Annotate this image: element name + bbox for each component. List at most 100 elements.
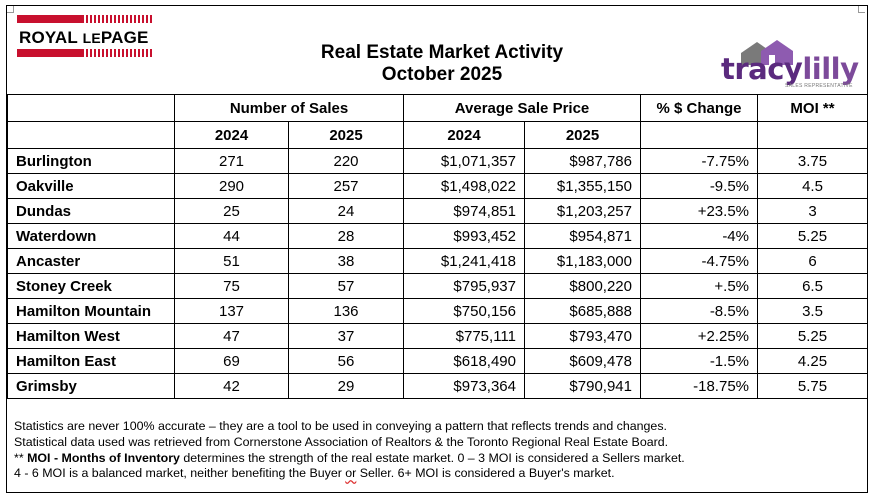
house-icon <box>741 40 793 65</box>
table-row: Grimsby 42 29 $973,364 $790,941 -18.75% 5.75 <box>7 373 868 399</box>
city-cell: Hamilton Mountain <box>7 298 175 324</box>
report-header: ROYAL LEPAGE Real Estate Market Activity… <box>7 6 867 95</box>
table-row: Hamilton Mountain 137 136 $750,156 $685,888-… <box>7 298 868 324</box>
sales-2025-cell: 136 <box>288 298 404 324</box>
note-line: Statistics are never 100% accurate – the… <box>14 419 667 433</box>
table-row: Hamilton West 47 37 $775,111 $793,470 +2.25% 5… <box>7 323 868 349</box>
blank-header <box>7 94 175 122</box>
moi-cell: 3 <box>757 198 868 224</box>
tracy-lilly-logo: tracylilly SALES REPRESENTATIVE <box>721 39 859 91</box>
table-row: Burlington 271 220 $1,071,357 $987,786 -7.75%… <box>7 148 868 174</box>
change-header: % $ Change <box>640 94 758 122</box>
sales-2025-cell: 38 <box>288 248 404 274</box>
sales-2025-cell: 220 <box>288 148 404 174</box>
sales-2025-cell: 257 <box>288 173 404 199</box>
sales-2024-cell: 51 <box>174 248 289 274</box>
change-cell: -9.5% <box>640 173 758 199</box>
change-cell: +2.25% <box>640 323 758 349</box>
blank-header <box>640 121 758 149</box>
price-2024-cell: $974,851 <box>403 198 525 224</box>
sales-2024-cell: 290 <box>174 173 289 199</box>
sales-2024-cell: 271 <box>174 148 289 174</box>
price-2024-cell: $1,498,022 <box>403 173 525 199</box>
table-row: Dundas 25 24 $974,851 $1,203,257 +23.5% 3 <box>7 198 868 224</box>
change-cell: -4% <box>640 223 758 249</box>
price-2025-cell: $790,941 <box>524 373 641 399</box>
price-2025-cell: $793,470 <box>524 323 641 349</box>
sales-2025-cell: 29 <box>288 373 404 399</box>
year-header: 2025 <box>524 121 641 149</box>
price-2025-cell: $1,355,150 <box>524 173 641 199</box>
price-2025-cell: $987,786 <box>524 148 641 174</box>
sales-2024-cell: 42 <box>174 373 289 399</box>
moi-cell: 3.5 <box>757 298 868 324</box>
price-2024-cell: $775,111 <box>403 323 525 349</box>
price-2025-cell: $685,888 <box>524 298 641 324</box>
sales-2025-cell: 56 <box>288 348 404 374</box>
moi-cell: 6.5 <box>757 273 868 299</box>
title-line-2: October 2025 <box>381 64 503 85</box>
city-cell: Oakville <box>7 173 175 199</box>
sales-2024-cell: 25 <box>174 198 289 224</box>
city-cell: Burlington <box>7 148 175 174</box>
moi-cell: 5.25 <box>757 223 868 249</box>
year-header-row: 2024 2025 2024 2025 <box>7 121 868 149</box>
year-header: 2024 <box>403 121 525 149</box>
change-cell: +.5% <box>640 273 758 299</box>
price-2024-cell: $795,937 <box>403 273 525 299</box>
price-2024-cell: $973,364 <box>403 373 525 399</box>
city-cell: Ancaster <box>7 248 175 274</box>
city-cell: Grimsby <box>7 373 175 399</box>
city-cell: Waterdown <box>7 223 175 249</box>
document-frame <box>6 5 868 493</box>
year-header: 2025 <box>288 121 404 149</box>
moi-cell: 4.25 <box>757 348 868 374</box>
price-2024-cell: $1,071,357 <box>403 148 525 174</box>
price-2025-cell: $1,183,000 <box>524 248 641 274</box>
sales-2024-cell: 47 <box>174 323 289 349</box>
note-line: Statistical data used was retrieved from… <box>14 434 669 449</box>
price-2024-cell: $750,156 <box>403 298 525 324</box>
market-activity-table: Number of Sales Average Sale Price % $ C… <box>7 94 868 399</box>
moi-cell: 5.75 <box>757 373 868 399</box>
moi-cell: 5.25 <box>757 323 868 349</box>
sales-2025-cell: 24 <box>288 198 404 224</box>
group-header-row: Number of Sales Average Sale Price % $ C… <box>7 94 868 122</box>
title-line-1: Real Estate Market Activity <box>320 42 564 63</box>
corner-mark <box>858 6 865 13</box>
price-2025-cell: $609,478 <box>524 348 641 374</box>
sales-2024-cell: 69 <box>174 348 289 374</box>
sales-2024-cell: 44 <box>174 223 289 249</box>
year-header: 2024 <box>174 121 289 149</box>
city-cell: Dundas <box>7 198 175 224</box>
note-line: 4 - 6 MOI is a balanced market, neither … <box>14 466 615 481</box>
change-cell: -7.75% <box>640 148 758 174</box>
moi-header: MOI ** <box>757 94 868 122</box>
sales-2025-cell: 37 <box>288 323 404 349</box>
price-2024-cell: $618,490 <box>403 348 525 374</box>
price-2024-cell: $993,452 <box>403 223 525 249</box>
sales-2024-cell: 75 <box>174 273 289 299</box>
note-line: ** MOI - Months of Inventory determines … <box>14 450 685 465</box>
change-cell: -8.5% <box>640 298 758 324</box>
sales-header: Number of Sales <box>174 94 404 122</box>
price-2025-cell: $800,220 <box>524 273 641 299</box>
table-row: Oakville 290 257 $1,498,022 $1,355,150 -9.5% 4… <box>7 173 868 199</box>
price-2025-cell: $1,203,257 <box>524 198 641 224</box>
moi-cell: 3.75 <box>757 148 868 174</box>
change-cell: -4.75% <box>640 248 758 274</box>
table-row: Hamilton East 69 56 $618,490 $609,478 -1.5% 4.… <box>7 348 868 374</box>
blank-header <box>757 121 868 149</box>
sales-2025-cell: 28 <box>288 223 404 249</box>
table-row: Stoney Creek 75 57 $795,937 $800,220 +.5% 6.5 <box>7 273 868 299</box>
change-cell: -1.5% <box>640 348 758 374</box>
change-cell: -18.75% <box>640 373 758 399</box>
moi-cell: 6 <box>757 248 868 274</box>
city-cell: Hamilton West <box>7 323 175 349</box>
price-header: Average Sale Price <box>403 94 641 122</box>
report-title: Real Estate Market Activity October 2025 <box>257 42 627 86</box>
price-2025-cell: $954,871 <box>524 223 641 249</box>
corner-mark <box>7 6 14 13</box>
blank-header <box>7 121 175 149</box>
notes-section: Statistics are never 100% accurate – the… <box>14 419 864 482</box>
